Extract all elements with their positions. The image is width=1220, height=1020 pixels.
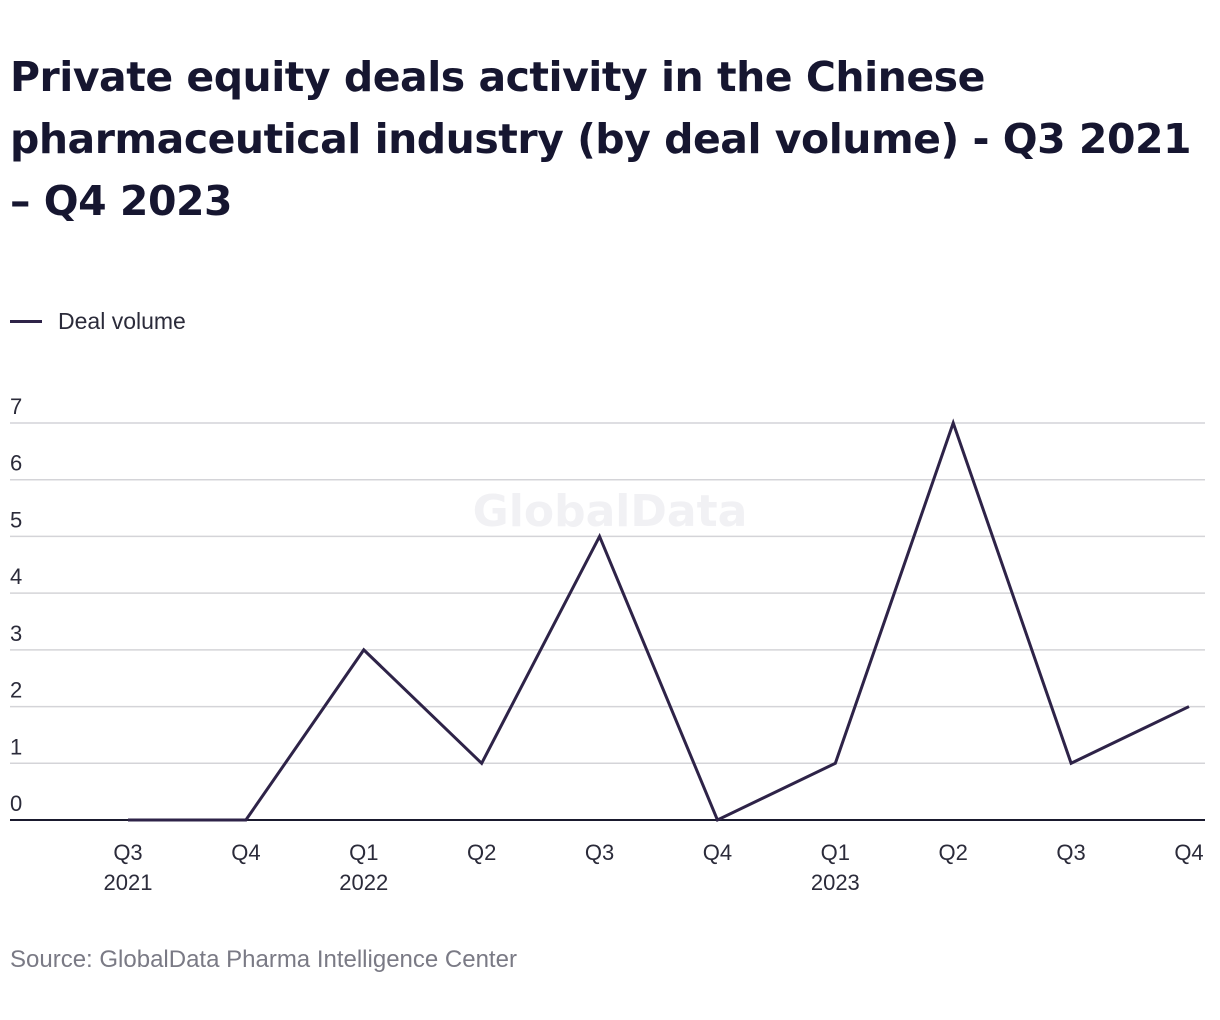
x-tick-label: Q3	[585, 840, 614, 865]
x-tick-label: Q3	[1056, 840, 1085, 865]
x-tick-label: Q4	[231, 840, 260, 865]
watermark: GlobalData	[473, 486, 748, 537]
chart-title: Private equity deals activity in the Chi…	[10, 53, 1192, 225]
y-tick-label: 3	[10, 621, 22, 646]
x-tick-label: Q4	[1174, 840, 1203, 865]
x-tick-label: Q2	[467, 840, 496, 865]
series-deal-volume	[127, 418, 1190, 823]
gridlines	[10, 422, 1205, 821]
source-note: Source: GlobalData Pharma Intelligence C…	[10, 946, 517, 973]
y-tick-label: 0	[10, 791, 22, 816]
y-tick-label: 1	[10, 734, 22, 759]
x-tick-year-label: 2021	[104, 870, 153, 895]
y-tick-label: 4	[10, 564, 22, 589]
x-tick-year-label: 2022	[339, 870, 388, 895]
x-tick-label: Q4	[703, 840, 732, 865]
legend-label: Deal volume	[58, 307, 186, 334]
x-tick-year-label: 2023	[811, 870, 860, 895]
y-tick-label: 2	[10, 678, 22, 703]
line-chart: GlobalData 0 1 2 3 4 5 6 7 Q3 2021 Q4 Q1 2022 Q2 Q3 Q4…	[10, 394, 1205, 895]
x-tick-label: Q1	[349, 840, 378, 865]
y-tick-label: 6	[10, 451, 22, 476]
y-tick-label: 7	[10, 394, 22, 419]
legend-line-swatch	[10, 319, 42, 323]
series-line-deal-volume	[128, 418, 1190, 823]
y-tick-label: 5	[10, 507, 22, 532]
legend: Deal volume	[10, 306, 186, 336]
y-axis: 0 1 2 3 4 5 6 7	[10, 394, 22, 816]
x-tick-label: Q3	[113, 840, 142, 865]
x-axis: Q3 2021 Q4 Q1 2022 Q2 Q3 Q4 Q1 2023 Q2 Q3 Q4	[104, 840, 1204, 895]
x-tick-label: Q1	[821, 840, 850, 865]
x-tick-label: Q2	[939, 840, 968, 865]
